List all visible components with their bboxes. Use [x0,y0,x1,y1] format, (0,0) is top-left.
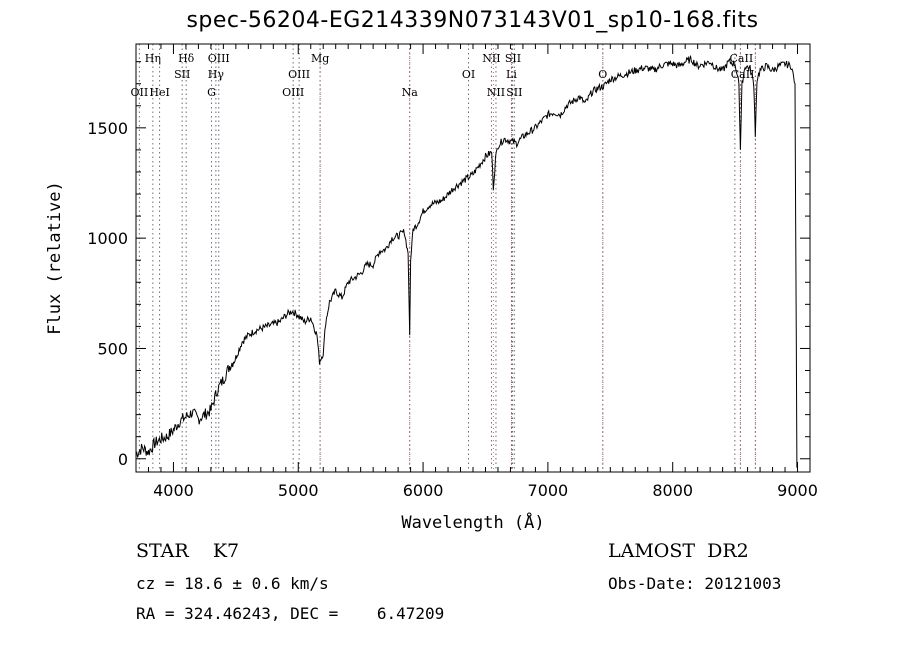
line-label: NII [482,52,500,65]
line-label: Hδ [178,52,195,65]
line-label: SII [174,68,190,81]
x-tick-label: 9000 [777,481,818,500]
x-tick-label: 4000 [153,481,194,500]
y-tick-label: 0 [118,450,128,469]
observation-date: Obs-Date: 20121003 [608,574,782,593]
chart-axes [135,43,811,473]
y-tick-label: 1500 [87,119,128,138]
line-label: OI [462,68,475,81]
y-tick-label: 1000 [87,229,128,248]
line-label: Li [506,68,517,81]
survey-release: LAMOST DR2 [608,540,749,562]
line-label: NII [487,86,505,99]
spectral-line-markers [138,44,756,472]
line-label: G [207,86,216,99]
line-label: OIII [208,52,230,65]
line-label: CaII [730,52,754,65]
x-tick-label: 8000 [652,481,693,500]
redshift-velocity: cz = 18.6 ± 0.6 km/s [136,574,329,593]
line-label: Hη [145,52,161,65]
line-label: Na [402,86,419,99]
line-label: OIII [288,68,310,81]
x-tick-label: 7000 [528,481,569,500]
spectrum-line [135,54,798,468]
chart-title: spec-56204-EG214339N073143V01_sp10-168.f… [186,8,759,33]
y-axis-label: Flux (relative) [45,181,65,335]
object-class: STAR K7 [136,540,240,562]
line-label: Mg [311,52,329,65]
line-label: SII [505,52,521,65]
sky-coordinates: RA = 324.46243, DEC = 6.47209 [136,604,445,623]
line-label: Hγ [208,68,225,81]
line-label: OII [131,86,149,99]
line-label: HeI [149,86,169,99]
x-tick-label: 5000 [278,481,319,500]
line-label: SII [506,86,522,99]
chart-ticks: 4000 5000 6000 7000 8000 9000 0 500 1000 1500 [87,44,818,500]
plot-frame [135,43,811,473]
x-axis-label: Wavelength (Å) [401,511,544,533]
y-tick-label: 500 [97,339,128,358]
line-label: OIII [282,86,304,99]
x-tick-label: 6000 [403,481,444,500]
line-label: O [598,68,607,81]
spectrum-series [135,54,798,468]
